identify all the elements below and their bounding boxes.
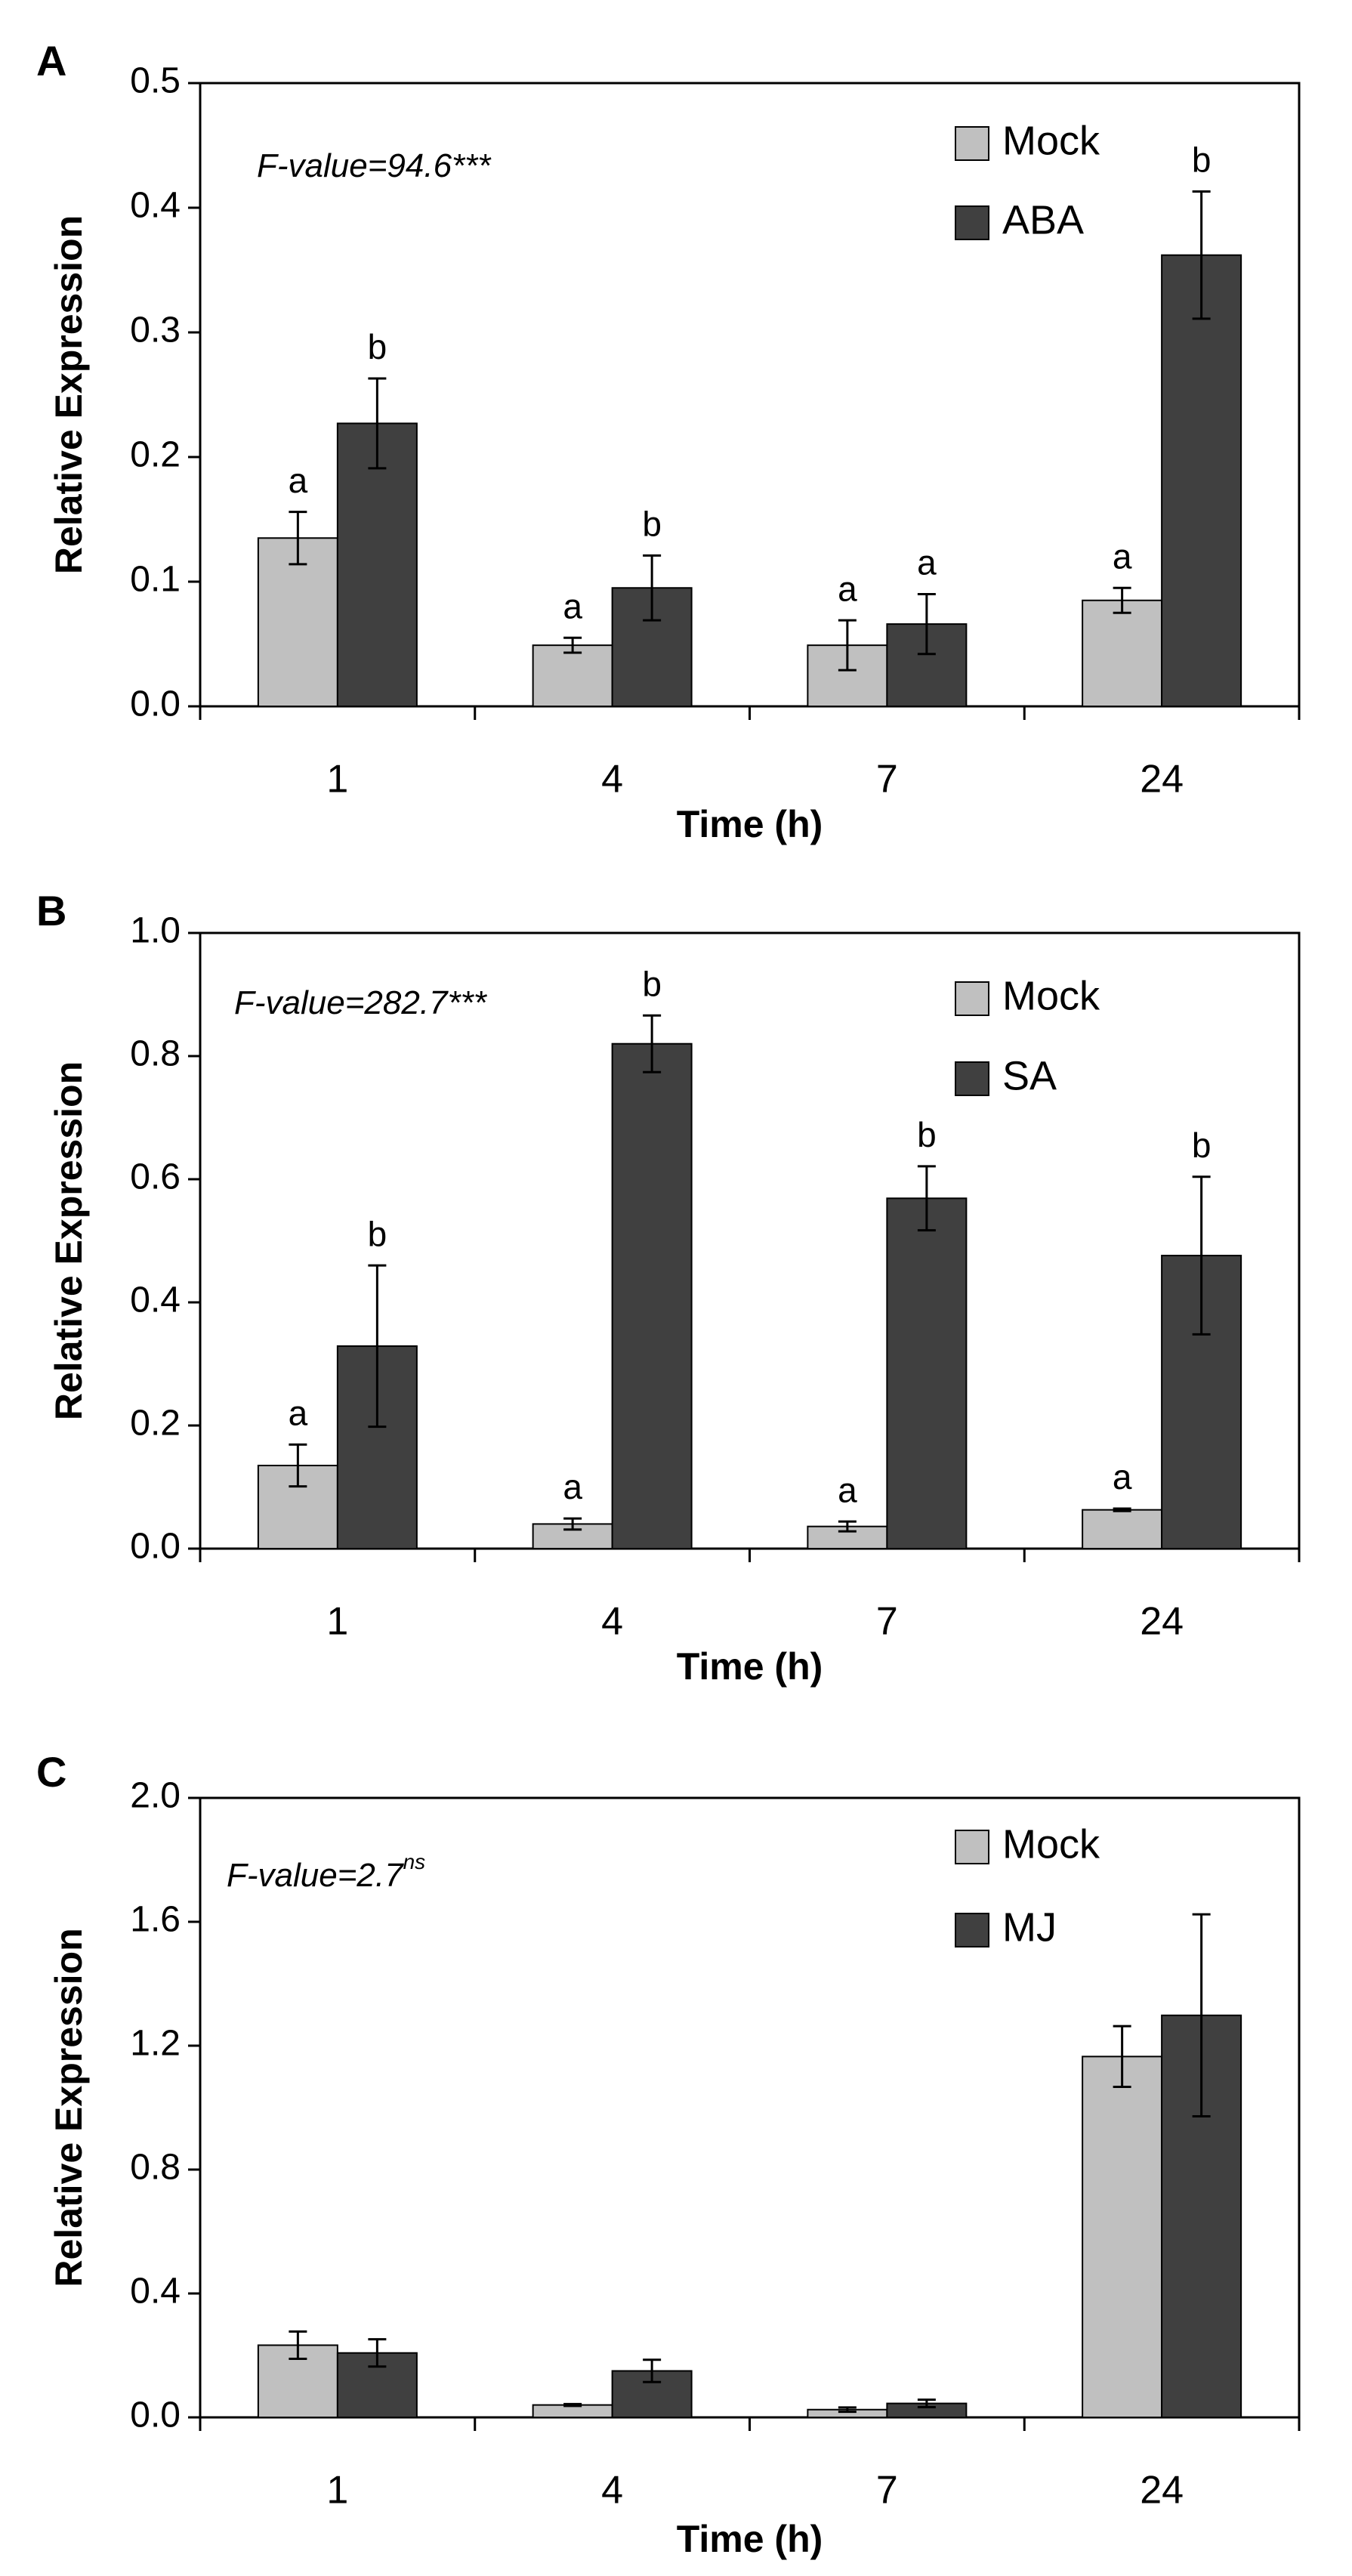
bar-mj: [611, 2370, 693, 2418]
bar-sa: [886, 1197, 968, 1549]
y-tick-label: 1.6: [130, 1900, 181, 1940]
x-tick-label: 7: [876, 1600, 898, 1644]
f-value-annotation: F-value=94.6***: [257, 147, 492, 184]
f-value-annotation: F-value=282.7***: [234, 984, 488, 1021]
significance-letter: a: [917, 543, 937, 582]
significance-letter: a: [289, 461, 308, 500]
y-axis-title: Relative Expression: [48, 1928, 90, 2287]
bar-aba: [1161, 254, 1242, 707]
legend-swatch-mock: [955, 1830, 989, 1864]
x-tick-label: 4: [601, 1600, 623, 1644]
f-value-text: F-value=2.7: [227, 1857, 404, 1894]
x-axis-title: Time (h): [677, 1645, 823, 1688]
legend-swatch-mj: [955, 1913, 989, 1947]
legend-swatch-mock: [955, 981, 989, 1016]
y-tick-label: 0.4: [130, 2272, 181, 2312]
bar-mock: [257, 537, 338, 707]
significance-letter: a: [838, 569, 857, 608]
y-axis-title: Relative Expression: [48, 1061, 90, 1420]
significance-letter: b: [368, 327, 387, 366]
y-tick-label: 0.8: [130, 2148, 181, 2188]
bar-sa: [611, 1042, 693, 1549]
legend-swatch-mock: [955, 126, 989, 161]
legend-swatch-aba: [955, 205, 989, 240]
legend-label-aba: ABA: [1002, 197, 1084, 242]
y-tick-label: 1.0: [130, 911, 181, 951]
x-axis-title: Time (h): [677, 803, 823, 845]
x-tick-label: 1: [326, 1600, 348, 1644]
x-tick-label: 24: [1140, 758, 1184, 802]
y-tick-label: 1.2: [130, 2024, 181, 2064]
legend-label-sa: SA: [1002, 1053, 1057, 1098]
chart-panel-a: A 0.0 0.1 0.2 0.3 0.4 0.5 Relative Expression 1 a…: [36, 37, 1301, 845]
significance-letter: b: [1192, 141, 1212, 180]
significance-letter: a: [563, 1467, 582, 1506]
f-value-text: F-value=282.7***: [234, 984, 488, 1021]
x-tick-label: 7: [876, 2469, 898, 2513]
x-tick-label: 1: [326, 2469, 348, 2513]
panel-letter: A: [36, 37, 66, 85]
y-tick-label: 0.5: [130, 61, 181, 101]
y-tick-label: 0.2: [130, 1404, 181, 1444]
y-tick-label: 0.2: [130, 435, 181, 475]
legend-swatch-sa: [955, 1061, 989, 1096]
x-tick-label: 4: [601, 758, 623, 802]
significance-letter: a: [563, 586, 582, 625]
panel-letter: C: [36, 1748, 66, 1796]
significance-letter: b: [368, 1214, 387, 1253]
y-tick-label: 0.6: [130, 1157, 181, 1197]
significance-letter: a: [1113, 536, 1132, 576]
legend-label-mj: MJ: [1002, 1904, 1057, 1950]
y-tick-label: 0.3: [130, 310, 181, 351]
bar-mock: [1082, 599, 1163, 707]
f-value-superscript: ns: [403, 1850, 426, 1873]
bar-aba: [336, 422, 418, 707]
significance-letter: b: [917, 1115, 937, 1154]
x-tick-label: 7: [876, 758, 898, 802]
y-tick-label: 0.4: [130, 1280, 181, 1320]
y-tick-label: 0.1: [130, 560, 181, 600]
y-tick-label: 2.0: [130, 1776, 181, 1816]
y-tick-label: 0.4: [130, 186, 181, 226]
significance-letter: b: [1192, 1126, 1212, 1165]
f-value-text: F-value=94.6***: [257, 147, 492, 184]
chart-panel-c: C 0.0 0.4 0.8 1.2 1.6 2.0 Relative Expression 1 4…: [36, 1748, 1301, 2560]
legend-label-mock: Mock: [1002, 1821, 1100, 1867]
significance-letter: a: [1113, 1457, 1132, 1496]
y-axis-title: Relative Expression: [48, 215, 90, 574]
significance-letter: b: [642, 505, 662, 544]
significance-letter: a: [838, 1470, 857, 1509]
x-tick-label: 24: [1140, 2469, 1184, 2513]
f-value-annotation: F-value=2.7ns: [227, 1850, 425, 1893]
bar-mock: [532, 644, 613, 708]
legend-label-mock: Mock: [1002, 973, 1100, 1018]
y-tick-label: 0.0: [130, 684, 181, 724]
y-tick-label: 0.0: [130, 2395, 181, 2435]
x-tick-label: 24: [1140, 1600, 1184, 1644]
legend-label-mock: Mock: [1002, 118, 1100, 163]
significance-letter: a: [289, 1393, 308, 1432]
x-tick-label: 1: [326, 758, 348, 802]
bar-mock: [1082, 2056, 1163, 2419]
y-tick-label: 0.8: [130, 1034, 181, 1074]
bar-mock: [1082, 1509, 1163, 1550]
significance-letter: b: [642, 964, 662, 1003]
y-tick-label: 0.0: [130, 1527, 181, 1567]
chart-panel-b: B 0.0 0.2 0.4 0.6 0.8 1.0 Relative Expression 1 a…: [36, 887, 1301, 1688]
x-axis-title: Time (h): [677, 2518, 823, 2560]
panel-letter: B: [36, 887, 66, 934]
x-tick-label: 4: [601, 2469, 623, 2513]
